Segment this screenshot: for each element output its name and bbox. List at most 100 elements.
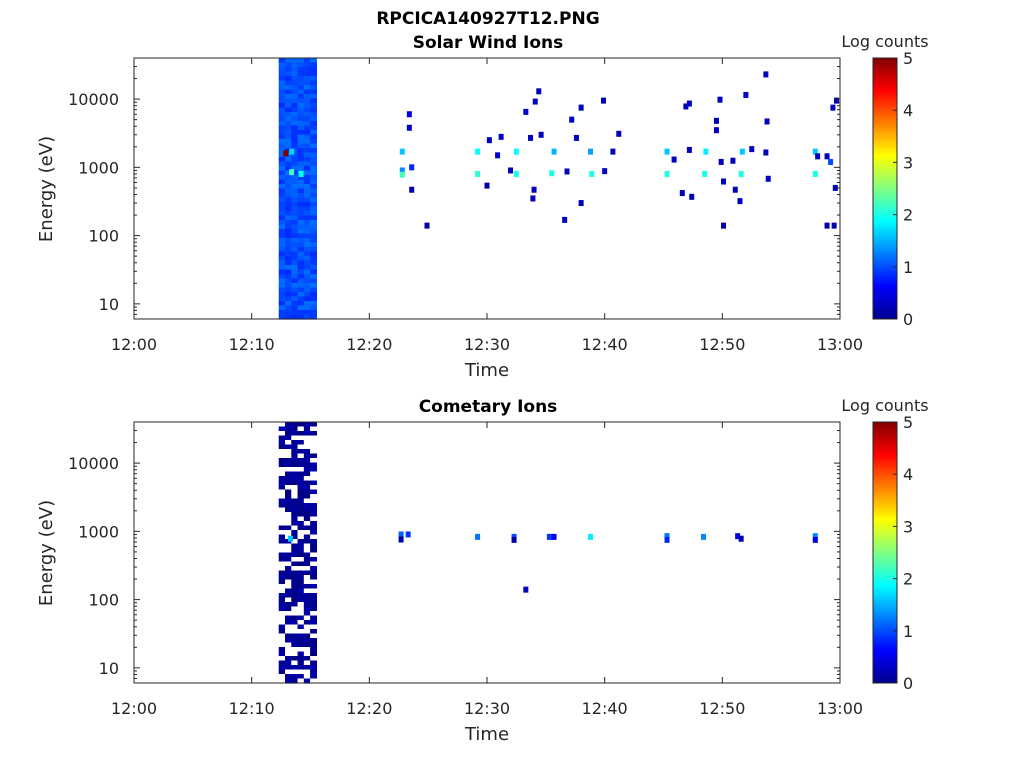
cometary-band-cell	[278, 674, 286, 680]
solar-wind-band-cell	[303, 197, 311, 203]
solar-wind-x-tick-label: 12:00	[111, 335, 157, 354]
solar-wind-band-cell	[303, 175, 311, 181]
cometary-band-cell	[285, 422, 292, 428]
cometary-band-cell	[291, 548, 299, 554]
solar-wind-band-cell	[291, 89, 299, 95]
cometary-band-cell	[303, 597, 311, 603]
solar-wind-band-cell	[310, 278, 317, 284]
solar-wind-band-cell	[278, 314, 286, 320]
solar-wind-band-cell	[285, 229, 292, 235]
solar-wind-band-cell	[303, 305, 311, 311]
solar-wind-band-cell	[291, 269, 299, 275]
solar-wind-band-cell	[297, 292, 305, 298]
cometary-band-cell	[285, 458, 292, 464]
cometary-band-cell	[303, 521, 311, 527]
cometary-band-cell	[291, 449, 299, 455]
solar-wind-band-cell	[310, 130, 317, 136]
cometary-band-cell	[297, 480, 305, 486]
cometary-band-cell	[297, 588, 305, 594]
cometary-x-axis-label: Time	[464, 724, 509, 745]
cometary-colorbar-ticks: 0 1 2 3 4 5	[893, 413, 913, 693]
cometary-band-cell	[285, 494, 292, 500]
cometary-band-cell	[310, 629, 317, 635]
solar-wind-band-cell	[278, 161, 286, 167]
cometary-band-cell	[303, 593, 311, 599]
cometary-band-cell	[278, 651, 286, 657]
solar-wind-data-point	[578, 200, 584, 207]
cometary-band-cell	[291, 534, 299, 540]
solar-wind-band-cell	[303, 71, 311, 77]
cometary-band-cell	[291, 480, 299, 486]
cometary-band-cell	[303, 606, 311, 612]
cometary-band-cell	[278, 534, 286, 540]
solar-wind-band-cell	[285, 67, 292, 73]
cometary-band-cell	[303, 431, 311, 437]
cometary-band-cell	[278, 656, 286, 662]
solar-wind-band-cell	[278, 166, 286, 172]
solar-wind-band-cell	[303, 283, 311, 289]
solar-wind-band-cell	[297, 229, 305, 235]
solar-wind-data-point	[406, 111, 412, 118]
cometary-band-cell	[303, 435, 311, 441]
cometary-band-cell	[297, 611, 305, 617]
solar-wind-band-cell	[303, 220, 311, 226]
solar-wind-band-cell	[285, 206, 292, 212]
solar-wind-band-cell	[291, 58, 299, 64]
cometary-band-cell	[285, 575, 292, 581]
solar-wind-band-cell	[285, 301, 292, 307]
cometary-band-cell	[297, 426, 305, 432]
cometary-band-cell	[285, 678, 292, 684]
solar-wind-colorbar	[872, 57, 898, 320]
solar-wind-band-cell	[310, 314, 317, 320]
cometary-band-cell	[303, 507, 311, 513]
cometary-band-cell	[285, 602, 292, 608]
solar-wind-band-cell	[278, 269, 286, 275]
solar-wind-band-cell	[297, 278, 305, 284]
solar-wind-band-cell	[297, 98, 305, 104]
solar-wind-data-point	[484, 182, 490, 189]
solar-wind-band-cell	[310, 107, 317, 113]
cometary-band-cell	[310, 597, 317, 603]
cometary-band-cell	[297, 570, 305, 576]
solar-wind-y-axis-label: Energy (eV)	[36, 136, 57, 242]
cometary-band-cell	[310, 651, 317, 657]
solar-wind-data-point	[616, 130, 622, 137]
solar-wind-band-cell	[278, 301, 286, 307]
cometary-band-cell	[278, 516, 286, 522]
solar-wind-band-cell	[297, 251, 305, 257]
cometary-band-cell	[291, 498, 299, 504]
solar-wind-data-point	[289, 169, 295, 176]
cometary-y-axis-label: Energy (eV)	[36, 500, 57, 606]
cometary-band-cell	[310, 566, 317, 572]
solar-wind-band-cell	[285, 274, 292, 280]
cometary-band-cell	[278, 629, 286, 635]
cometary-band-cell	[297, 458, 305, 464]
cometary-band-cell	[303, 512, 311, 518]
cometary-band-cell	[310, 624, 317, 630]
cometary-band-cell	[303, 539, 311, 545]
cometary-x-tick-label: 12:00	[111, 699, 157, 718]
solar-wind-band-cell	[278, 224, 286, 230]
solar-wind-x-tick-label: 12:30	[464, 335, 510, 354]
solar-wind-colorbar-ticks: 0 1 2 3 4 5	[893, 49, 913, 329]
solar-wind-band-cell	[285, 197, 292, 203]
cometary-band-cell	[285, 453, 292, 459]
solar-wind-band-cell	[285, 125, 292, 131]
solar-wind-band-cell	[297, 134, 305, 140]
cometary-band-cell	[303, 548, 311, 554]
cometary-band-cell	[291, 467, 299, 473]
solar-wind-band-cell	[291, 229, 299, 235]
cometary-band-cell	[278, 543, 286, 549]
solar-wind-band-cell	[310, 247, 317, 253]
solar-wind-colorbar-tick-label: 4	[903, 101, 913, 120]
solar-wind-band-cell	[303, 103, 311, 109]
cometary-band-cell	[303, 602, 311, 608]
solar-wind-band-cell	[303, 143, 311, 149]
cometary-band-cell	[278, 467, 286, 473]
cometary-axes-frame	[133, 421, 841, 684]
solar-wind-band-cell	[297, 67, 305, 73]
solar-wind-x-axis-label: Time	[464, 360, 509, 381]
solar-wind-band-cell	[285, 251, 292, 257]
cometary-band-cell	[291, 678, 299, 684]
solar-wind-band-cell	[291, 134, 299, 140]
